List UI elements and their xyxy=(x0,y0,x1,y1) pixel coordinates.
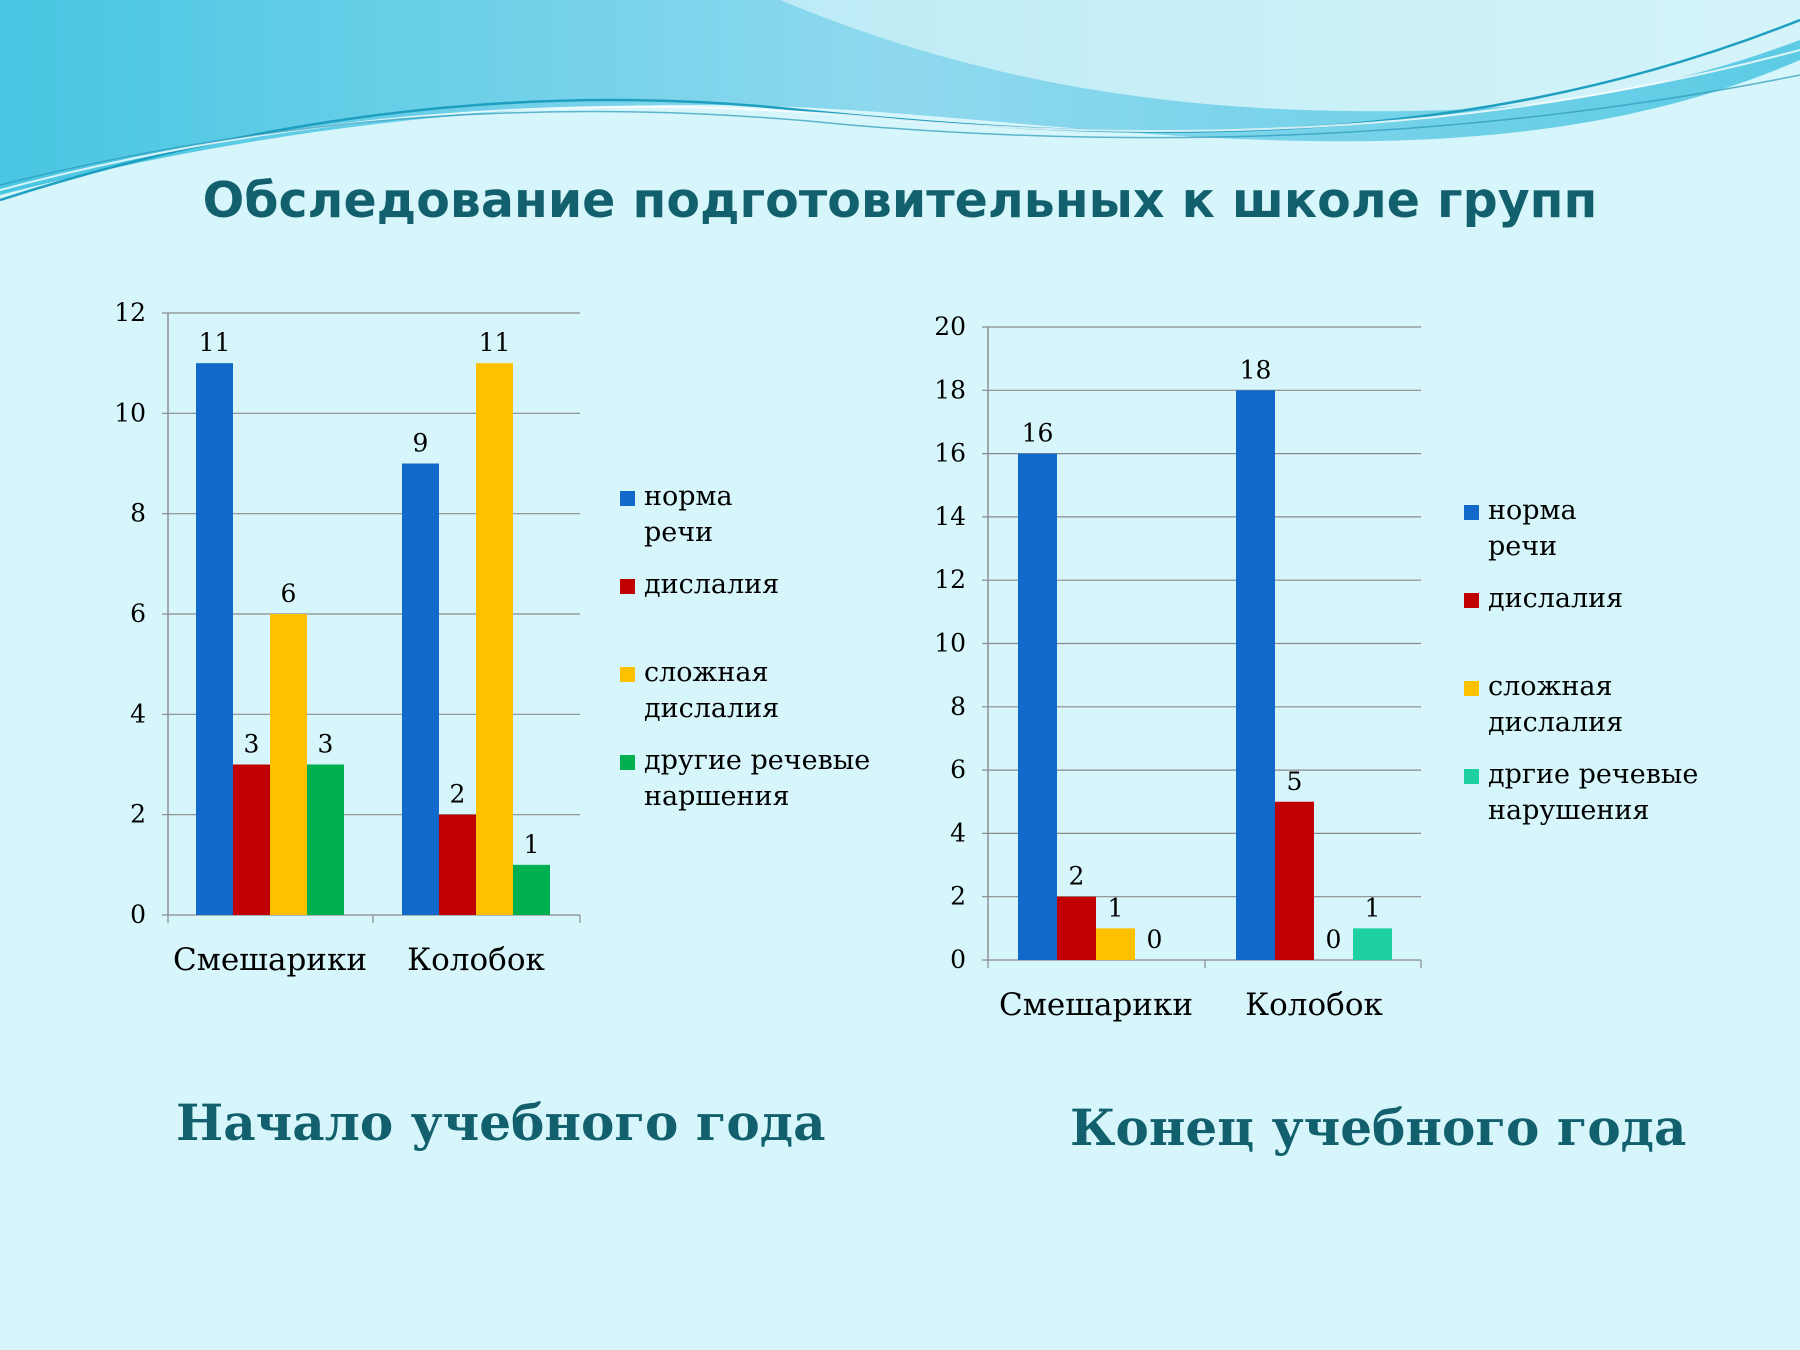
bar xyxy=(233,764,270,915)
data-label: 5 xyxy=(1287,767,1303,796)
legend-swatch xyxy=(620,755,635,770)
legend-swatch xyxy=(1464,769,1479,784)
bar xyxy=(1018,453,1057,960)
y-tick-label: 8 xyxy=(950,692,966,721)
caption-end-of-year: Конец учебного года xyxy=(1070,1098,1687,1157)
data-label: 16 xyxy=(1022,419,1054,448)
bar xyxy=(1236,390,1275,960)
bar xyxy=(307,764,344,915)
slide-title: Обследование подготовительных к школе гр… xyxy=(202,172,1598,229)
caption-start-of-year: Начало учебного года xyxy=(176,1093,826,1152)
x-category-label: Смешарики xyxy=(173,942,367,978)
y-tick-label: 0 xyxy=(950,945,966,974)
data-label: 2 xyxy=(450,780,466,809)
bar xyxy=(476,363,513,916)
data-label: 1 xyxy=(1108,893,1124,922)
data-label: 1 xyxy=(524,830,540,859)
data-label: 2 xyxy=(1069,862,1085,891)
y-tick-label: 4 xyxy=(130,699,146,728)
bar xyxy=(513,864,550,915)
y-tick-label: 16 xyxy=(934,439,966,468)
bar xyxy=(439,814,476,915)
bar xyxy=(270,614,307,915)
data-label: 18 xyxy=(1240,355,1272,384)
bar xyxy=(1353,928,1392,960)
y-tick-label: 0 xyxy=(130,900,146,929)
y-tick-label: 14 xyxy=(934,502,966,531)
data-label: 0 xyxy=(1147,925,1163,954)
legend-label: сложная дислалия xyxy=(1488,671,1623,738)
data-label: 3 xyxy=(318,730,334,759)
y-tick-label: 12 xyxy=(114,298,146,327)
x-category-label: Смешарики xyxy=(999,987,1193,1023)
legend-label: дислалия xyxy=(1488,583,1623,614)
legend-swatch xyxy=(1464,681,1479,696)
legend-label: дргие речевые нарушения xyxy=(1488,759,1698,826)
data-label: 11 xyxy=(479,328,511,357)
y-tick-label: 4 xyxy=(950,818,966,847)
bar xyxy=(1096,928,1135,960)
y-tick-label: 8 xyxy=(130,499,146,528)
x-category-label: Колобок xyxy=(407,942,545,978)
x-category-label: Колобок xyxy=(1245,987,1383,1023)
y-tick-label: 12 xyxy=(934,565,966,594)
bar xyxy=(402,463,439,915)
legend-label: норма речи xyxy=(1488,495,1577,562)
data-label: 6 xyxy=(281,579,297,608)
legend-label: норма речи xyxy=(644,481,733,548)
bar xyxy=(1057,896,1096,960)
legend-label: дислалия xyxy=(644,569,779,600)
data-label: 1 xyxy=(1365,893,1381,922)
y-tick-label: 6 xyxy=(130,599,146,628)
y-tick-label: 2 xyxy=(130,800,146,829)
y-tick-label: 2 xyxy=(950,882,966,911)
bar xyxy=(196,363,233,916)
legend-swatch xyxy=(1464,505,1479,520)
data-label: 11 xyxy=(199,328,231,357)
y-tick-label: 20 xyxy=(934,312,966,341)
y-tick-label: 10 xyxy=(114,398,146,427)
y-tick-label: 18 xyxy=(934,375,966,404)
legend-swatch xyxy=(1464,593,1479,608)
y-tick-label: 10 xyxy=(934,629,966,658)
y-tick-label: 6 xyxy=(950,755,966,784)
data-label: 0 xyxy=(1326,925,1342,954)
legend-swatch xyxy=(620,579,635,594)
legend-label: сложная дислалия xyxy=(644,657,779,724)
data-label: 3 xyxy=(244,730,260,759)
legend-swatch xyxy=(620,491,635,506)
legend-label: другие речевые наршения xyxy=(644,745,870,812)
legend-swatch xyxy=(620,667,635,682)
data-label: 9 xyxy=(413,429,429,458)
bar xyxy=(1275,801,1314,960)
